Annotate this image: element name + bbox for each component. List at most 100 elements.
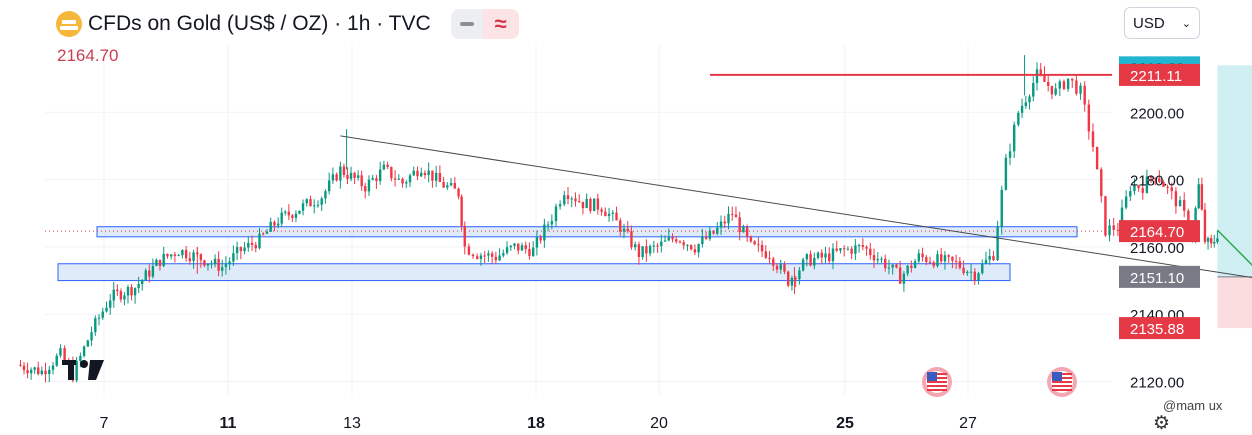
y-tick-label: 2120.00 [1130,375,1184,392]
candle-body [250,242,254,245]
candle-body [1012,124,1016,152]
x-tick-label: 18 [527,415,545,432]
candle-body [678,241,682,243]
candle-body [408,175,412,183]
flag-stripe [927,389,947,391]
candle-body [962,267,965,274]
candle-body [772,258,775,266]
candle-body [29,369,33,374]
y-tick-label: 2160.00 [1130,240,1184,257]
candle-body [75,360,78,381]
candle-body [1129,191,1132,197]
candle-body [123,295,126,300]
candle-body [895,264,898,268]
candle-body [932,262,935,267]
candle-body [1020,105,1024,113]
candle-body [1141,188,1144,193]
candle-body [675,239,678,242]
price-label-bg [1119,220,1200,243]
candle-body [543,224,546,241]
candle-body [37,367,40,375]
candle-body [1162,181,1165,187]
candle-body [563,195,566,205]
candle-body [876,258,879,261]
price-label: 2164.70 [1130,224,1184,241]
candle-body [981,263,984,274]
candle-body [294,213,298,218]
candle-body [224,264,228,268]
indicator-toggle[interactable]: ≈ [450,9,519,39]
candle-body [716,227,719,234]
logo-part [68,360,74,380]
candle-body [101,311,104,318]
candle-body [1032,82,1035,97]
price-label: 2211.11 [1130,68,1182,85]
flag-stripe [927,381,947,383]
candle-body [1035,69,1039,83]
candle-body [339,166,342,181]
gold-logo-icon [56,11,82,37]
candle-body [910,265,913,268]
event-flag-icon [922,367,952,397]
symbol-title: CFDs on Gold (US$ / OZ) · 1h · TVC [88,12,431,35]
candle-body [273,221,276,226]
candle-body [169,254,173,257]
candle-body [1066,78,1070,89]
candle-body [405,182,408,184]
candle-body [203,260,206,266]
candle-body [1153,177,1157,179]
candle-body [645,246,648,254]
candle-body [1100,169,1103,197]
candle-body [427,170,430,176]
minus-icon[interactable] [450,9,483,39]
y-tick-label: 2180.00 [1130,173,1184,190]
candle-body [936,254,939,267]
candle-body [313,205,316,207]
candle-body [723,221,726,224]
candle-body [401,178,404,184]
candle-body [745,226,749,237]
candle-body [151,265,155,277]
candle-body [805,254,809,260]
candle-body [360,175,363,187]
candle-body [1209,238,1213,244]
candle-body [148,270,151,277]
candle-body [206,263,210,266]
y-tick-label: 2200.00 [1130,105,1184,122]
wave-icon[interactable]: ≈ [482,9,519,39]
candle-body [483,255,486,257]
candle-body [697,244,700,253]
symbol-header[interactable]: CFDs on Gold (US$ / OZ) · 1h · TVC ≈ [56,9,519,39]
x-tick-label: 11 [220,415,237,432]
candle-body [1197,184,1200,209]
candle-body [471,254,475,257]
price-label-bg [1119,265,1200,288]
candle-body [40,370,43,375]
candle-body [731,213,734,215]
candle-body [1116,229,1120,231]
candle-body [210,263,213,265]
candle-body [309,199,312,207]
candle-body [861,245,865,247]
candle-body [287,211,291,216]
price-label-bg [1119,317,1200,340]
candle-body [581,201,585,209]
candle-body [1158,178,1161,182]
gear-icon[interactable]: ⚙ [1153,413,1171,434]
candle-body [966,271,969,274]
target-zone [1217,65,1252,277]
candle-body [794,277,797,280]
candle-body [906,265,909,274]
candle-body [254,244,257,249]
candle-body [913,261,917,268]
currency-select[interactable]: USD ⌄ [1124,7,1200,39]
candle-body [1200,184,1204,210]
candle-body [386,164,389,167]
candle-body [1108,225,1111,236]
candle-body [633,244,637,248]
candle-body [592,198,596,212]
candle-body [615,212,618,221]
candle-body [820,252,823,258]
candle-body [51,365,55,370]
